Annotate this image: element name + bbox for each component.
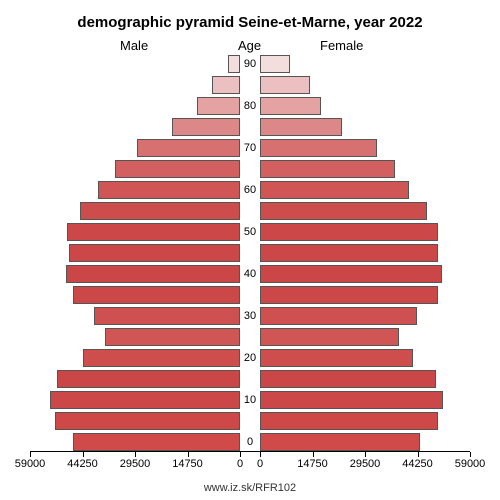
age-tick-label: 0: [240, 436, 260, 448]
bar-female: [260, 307, 417, 325]
age-tick-label: 20: [240, 352, 260, 364]
bar-male: [94, 307, 240, 325]
bar-female: [260, 286, 438, 304]
bar-male: [50, 391, 240, 409]
x-tickmark: [83, 452, 84, 457]
label-age: Age: [238, 38, 261, 53]
age-tick-label: 70: [240, 142, 260, 154]
bar-male: [73, 286, 240, 304]
x-tickmark: [418, 452, 419, 457]
age-tick-label: 60: [240, 184, 260, 196]
x-tickmark: [470, 452, 471, 457]
bar-female: [260, 412, 438, 430]
bar-female: [260, 97, 321, 115]
bar-female: [260, 349, 413, 367]
x-tick-label: 59000: [455, 458, 486, 470]
bar-female: [260, 55, 290, 73]
age-tick-label: 40: [240, 268, 260, 280]
bar-female: [260, 370, 436, 388]
age-tick-label: 30: [240, 310, 260, 322]
age-tick-label: 50: [240, 226, 260, 238]
bar-male: [83, 349, 240, 367]
bar-female: [260, 118, 342, 136]
bar-male: [73, 433, 240, 451]
x-tickmark: [188, 452, 189, 457]
bar-female: [260, 265, 442, 283]
x-tickmark: [365, 452, 366, 457]
x-tick-label: 0: [257, 458, 263, 470]
bar-male: [137, 139, 240, 157]
bar-male: [228, 55, 240, 73]
x-tick-label: 0: [237, 458, 243, 470]
pyramid-plot: 0 10 20 30 40 50 60 70 80 90: [30, 54, 470, 452]
bar-female: [260, 328, 399, 346]
x-tickmark: [240, 452, 241, 457]
label-female: Female: [320, 38, 363, 53]
bar-female: [260, 433, 420, 451]
x-tickmark: [313, 452, 314, 457]
bar-male: [57, 370, 240, 388]
bar-male: [212, 76, 240, 94]
bar-female: [260, 223, 438, 241]
bar-male: [69, 244, 240, 262]
bar-male: [98, 181, 240, 199]
footer-text: www.iz.sk/RFR102: [0, 482, 500, 494]
bar-male: [55, 412, 240, 430]
x-tick-label: 44250: [67, 458, 98, 470]
age-axis-gap: [240, 54, 260, 452]
x-tick-label: 14750: [297, 458, 328, 470]
bar-female: [260, 391, 443, 409]
x-tick-label: 29500: [350, 458, 381, 470]
x-tick-label: 14750: [172, 458, 203, 470]
x-tickmark: [260, 452, 261, 457]
bar-female: [260, 202, 427, 220]
chart-title: demographic pyramid Seine-et-Marne, year…: [0, 14, 500, 31]
label-male: Male: [120, 38, 148, 53]
bar-female: [260, 244, 438, 262]
bar-female: [260, 139, 377, 157]
male-panel: [30, 54, 240, 452]
bar-female: [260, 181, 409, 199]
bar-male: [80, 202, 240, 220]
x-tick-label: 44250: [402, 458, 433, 470]
bar-female: [260, 160, 395, 178]
bar-female: [260, 76, 310, 94]
bar-male: [105, 328, 240, 346]
x-tickmark: [30, 452, 31, 457]
bar-male: [66, 265, 240, 283]
bar-male: [115, 160, 240, 178]
age-tick-label: 90: [240, 58, 260, 70]
x-tick-label: 59000: [15, 458, 46, 470]
female-panel: [260, 54, 470, 452]
x-tickmark: [135, 452, 136, 457]
age-tick-label: 10: [240, 394, 260, 406]
bar-male: [67, 223, 240, 241]
bar-male: [197, 97, 240, 115]
age-tick-label: 80: [240, 100, 260, 112]
bar-male: [172, 118, 240, 136]
x-tick-label: 29500: [120, 458, 151, 470]
